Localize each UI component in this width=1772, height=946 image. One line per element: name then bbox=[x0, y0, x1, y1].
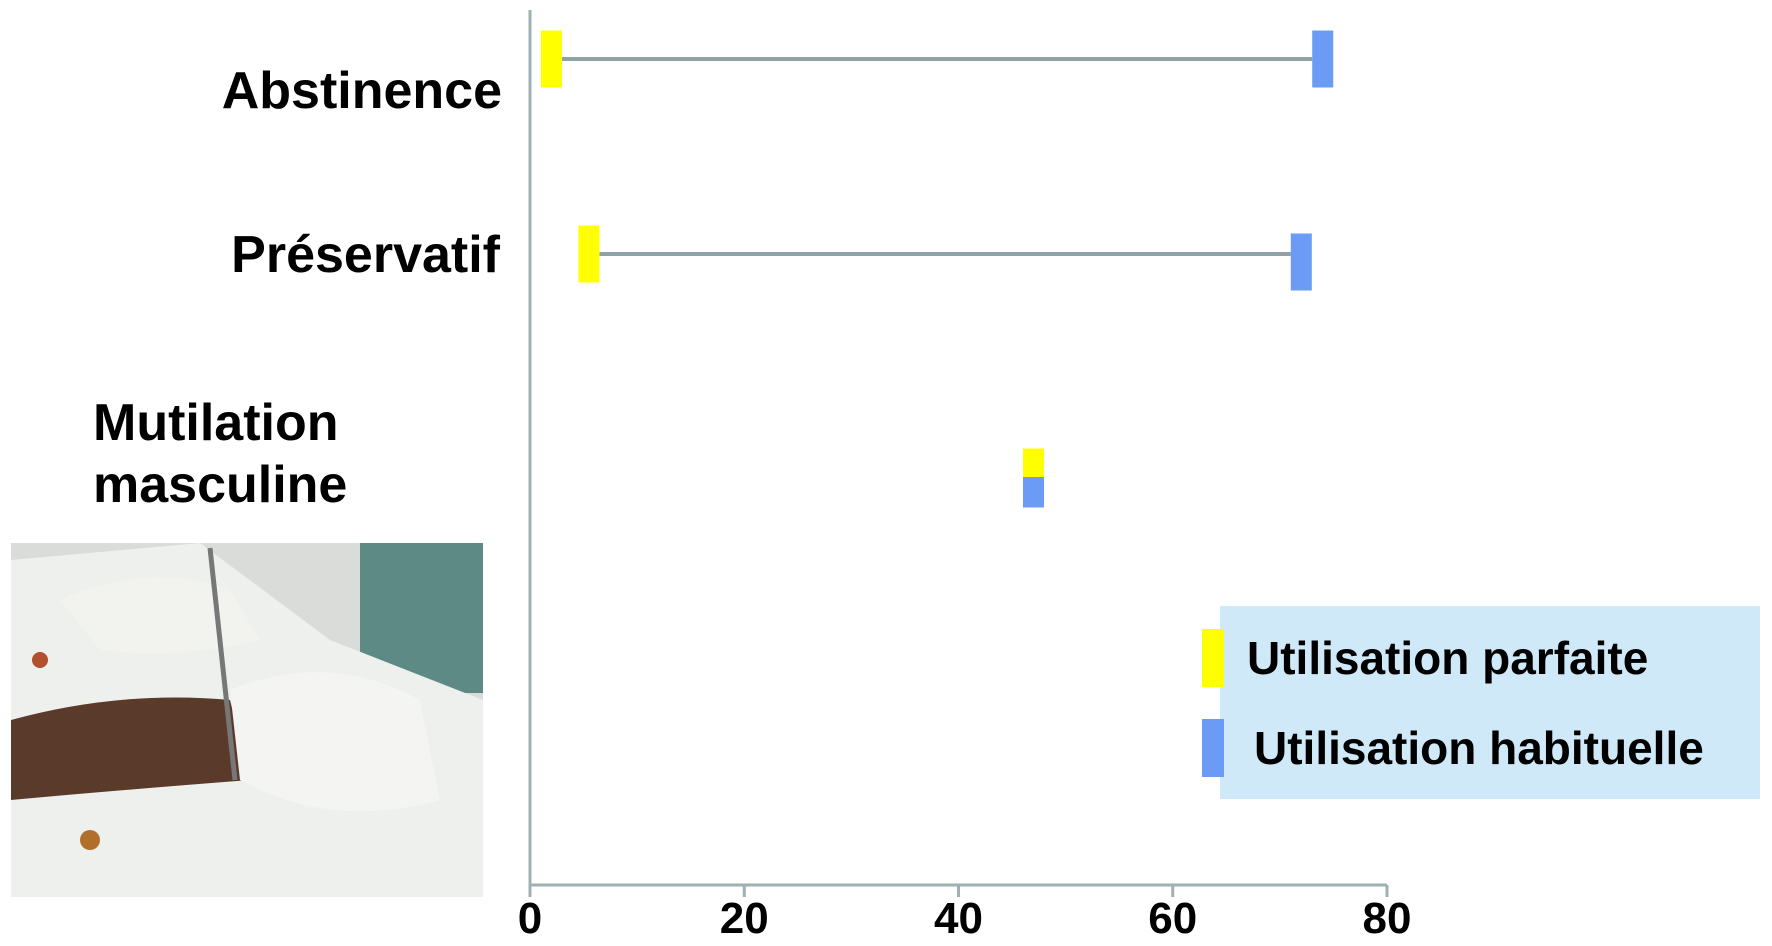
x-tick-label: 80 bbox=[1363, 894, 1412, 943]
legend-swatch bbox=[1202, 629, 1224, 687]
marker bbox=[541, 31, 562, 88]
page: 0 20 40 60 80 Utilisation parfaite Utilisation… bbox=[0, 0, 1772, 946]
x-tick-label: 20 bbox=[720, 894, 769, 943]
marker bbox=[1023, 477, 1044, 508]
marker bbox=[1312, 31, 1333, 88]
marker bbox=[1291, 234, 1312, 291]
x-tick-label: 60 bbox=[1148, 894, 1197, 943]
marker bbox=[578, 226, 599, 283]
legend-label: Utilisation habituelle bbox=[1254, 722, 1704, 774]
category-label: Préservatif bbox=[231, 224, 500, 286]
marker bbox=[1023, 449, 1044, 478]
category-label: Mutilation masculine bbox=[93, 392, 393, 516]
photo bbox=[11, 543, 483, 897]
category-label: Abstinence bbox=[222, 60, 502, 122]
legend-label: Utilisation parfaite bbox=[1247, 632, 1648, 684]
x-tick-label: 40 bbox=[934, 894, 983, 943]
legend-swatch bbox=[1202, 719, 1224, 777]
x-tick-label: 0 bbox=[518, 894, 542, 943]
